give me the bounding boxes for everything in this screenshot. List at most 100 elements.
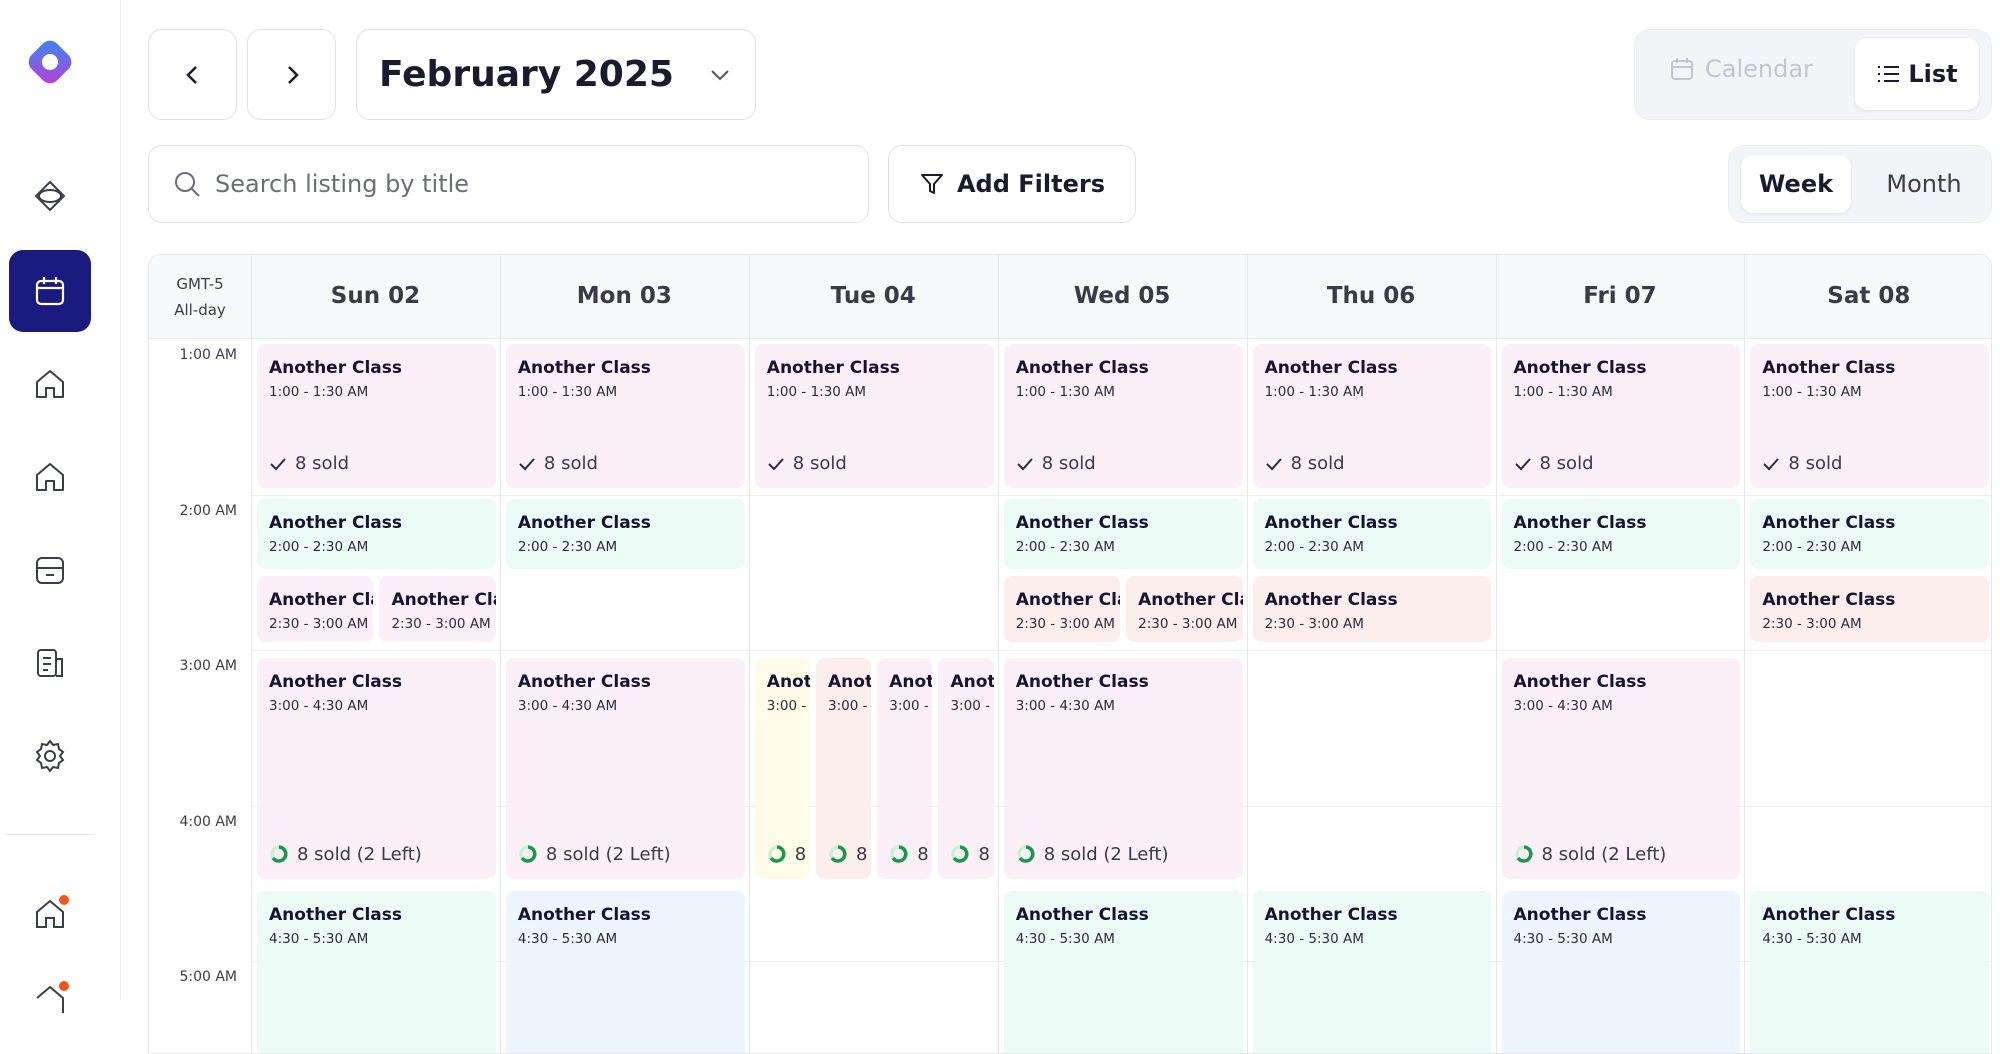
event-card[interactable]: Another Class 3:00 - 4:30 AM 8 sold (2 Lef… — [816, 657, 872, 879]
event-sold: 8 sold — [1514, 453, 1594, 474]
event-card[interactable]: Another Class 1:00 - 1:30 AM 8 sold — [257, 343, 496, 489]
sold-label: 8 sold (2 Left) — [1541, 843, 1667, 865]
event-card[interactable]: Another Class 2:00 - 2:30 AM — [505, 499, 745, 570]
sold-label: 8 sold (2 Left) — [917, 843, 932, 865]
event-card[interactable]: Another Class 3:00 - 4:30 AM 8 sold (2 Lef… — [877, 657, 933, 879]
nav-notify[interactable] — [32, 894, 72, 934]
event-title: Another Class — [269, 513, 403, 534]
event-card[interactable]: Another Class 3:00 - 4:30 AM 8 sold (2 Lef… — [257, 657, 496, 879]
event-sold: 8 sold — [1016, 453, 1096, 474]
event-card[interactable]: Another Class 3:00 - 4:30 AM 8 sold (2 Lef… — [505, 657, 745, 879]
event-card[interactable]: Another Class 3:00 - 4:30 AM 8 sold (2 Lef… — [938, 657, 994, 879]
event-time: 3:00 - 4:30 AM — [269, 697, 369, 714]
column-line — [1744, 255, 1746, 1053]
event-sold: 8 sold (2 Left) — [767, 844, 810, 865]
event-card[interactable]: Another Class 4:30 - 5:30 AM — [1501, 891, 1741, 1053]
event-card[interactable]: Another Class 3:00 - 4:30 AM 8 sold (2 Lef… — [1003, 657, 1243, 879]
event-card[interactable]: Another Class 4:30 - 5:30 AM — [1003, 891, 1243, 1053]
event-card[interactable]: Another Class 1:00 - 1:30 AM 8 sold — [754, 343, 994, 489]
time-label: 4:00 AM — [179, 813, 237, 830]
event-card[interactable]: Another Class 2:30 - 3:00 AM — [257, 575, 374, 643]
month-select[interactable]: February 2025 — [356, 29, 756, 120]
sidebar — [0, 0, 121, 1013]
event-card[interactable]: Another Class 4:30 - 5:30 AM — [257, 891, 496, 1053]
sidebar-divider — [6, 834, 94, 835]
event-time: 3:00 - 4:30 AM — [828, 697, 871, 714]
column-line — [748, 255, 750, 1053]
day-header: Mon 03 — [576, 283, 672, 309]
event-card[interactable]: Another Class 2:00 - 2:30 AM — [1750, 499, 1990, 570]
prev-button[interactable] — [148, 29, 237, 120]
day-header: Fri 07 — [1583, 283, 1657, 309]
month-button[interactable]: Month — [1869, 155, 1979, 213]
event-card[interactable]: Another Class 2:30 - 3:00 AM — [1750, 575, 1990, 643]
event-card[interactable]: Another Class 2:30 - 3:00 AM — [1126, 575, 1243, 643]
range-label: Week — [1758, 170, 1834, 198]
event-time: 2:00 - 2:30 AM — [1513, 539, 1613, 556]
week-grid: GMT-5 All-day 1:00 AM 2:00 AM 3:00 AM 4:00 … — [148, 254, 1992, 1054]
nav-calendar-active[interactable] — [9, 250, 91, 332]
week-button[interactable]: Week — [1741, 155, 1851, 213]
event-time: 2:00 - 2:30 AM — [269, 539, 369, 556]
event-card[interactable]: Another Class 4:30 - 5:30 AM — [1750, 891, 1990, 1053]
event-title: Another Class — [766, 671, 810, 692]
nav-notify-2[interactable] — [32, 980, 72, 1020]
event-card[interactable]: Another Class 1:00 - 1:30 AM 8 sold — [505, 343, 745, 489]
sold-label: 8 sold (2 Left) — [297, 843, 422, 865]
event-time: 2:00 - 2:30 AM — [517, 539, 618, 556]
event-card[interactable]: Another Class 4:30 - 5:30 AM — [505, 891, 745, 1053]
logo[interactable] — [20, 32, 80, 92]
event-card[interactable]: Another Class 2:00 - 2:30 AM — [1252, 499, 1492, 570]
timezone: GMT-5 — [176, 275, 224, 293]
event-title: Another Class — [1513, 357, 1647, 378]
day-header: Thu 06 — [1326, 283, 1416, 309]
event-time: 4:30 - 5:30 AM — [269, 931, 369, 948]
event-card[interactable]: Another Class 4:30 - 5:30 AM — [1252, 891, 1492, 1053]
event-title: Another Class — [1513, 513, 1647, 534]
nav-settings[interactable] — [32, 738, 68, 774]
calendar-view[interactable]: Calendar — [1669, 55, 1813, 83]
event-title: Another Class — [269, 671, 403, 692]
event-time: 3:00 - 4:30 AM — [1513, 697, 1613, 714]
event-card[interactable]: Another Class 1:00 - 1:30 AM 8 sold — [1750, 343, 1990, 489]
event-card[interactable]: Another Class 1:00 - 1:30 AM 8 sold — [1252, 343, 1492, 489]
event-card[interactable]: Another Class 2:30 - 3:00 AM — [1252, 575, 1492, 643]
next-button[interactable] — [247, 29, 336, 120]
timezone-cell: GMT-5 All-day — [149, 271, 251, 323]
hour-line — [251, 650, 1991, 652]
event-card[interactable]: Another Class 1:00 - 1:30 AM 8 sold — [1003, 343, 1243, 489]
event-card[interactable]: Another Class 2:30 - 3:00 AM — [379, 575, 496, 643]
sold-label: 8 sold (2 Left) — [856, 843, 871, 865]
event-sold: 8 sold — [269, 453, 349, 474]
list-view[interactable]: List — [1855, 38, 1979, 110]
event-time: 3:00 - 4:30 AM — [766, 697, 810, 714]
day-header: Tue 04 — [830, 283, 916, 309]
event-sold: 8 sold (2 Left) — [1016, 844, 1168, 865]
event-time: 3:00 - 4:30 AM — [889, 697, 932, 714]
event-time: 1:00 - 1:30 AM — [1015, 383, 1115, 400]
event-card[interactable]: Another Class 2:00 - 2:30 AM — [1501, 499, 1741, 570]
event-card[interactable]: Another Class 3:00 - 4:30 AM 8 sold (2 Lef… — [754, 657, 811, 879]
event-title: Another Class — [517, 357, 651, 378]
nav-explore[interactable] — [32, 178, 68, 214]
event-title: Another Class — [1513, 671, 1647, 692]
event-card[interactable]: Another Class 2:00 - 2:30 AM — [257, 499, 496, 570]
event-card[interactable]: Another Class 1:00 - 1:30 AM 8 sold — [1501, 343, 1741, 489]
nav-store[interactable] — [32, 552, 68, 588]
nav-reports[interactable] — [32, 645, 68, 681]
event-time: 2:30 - 3:00 AM — [1264, 615, 1364, 632]
event-card[interactable]: Another Class 3:00 - 4:30 AM 8 sold (2 Lef… — [1501, 657, 1741, 879]
event-title: Another Class — [1264, 513, 1398, 534]
event-time: 2:30 - 3:00 AM — [391, 615, 491, 632]
event-card[interactable]: Another Class 2:30 - 3:00 AM — [1003, 575, 1121, 643]
all-day: All-day — [174, 301, 226, 319]
search-box[interactable]: Search listing by title — [148, 145, 869, 223]
event-card[interactable]: Another Class 2:00 - 2:30 AM — [1003, 499, 1243, 570]
nav-home[interactable] — [32, 366, 68, 402]
nav-home-2[interactable] — [32, 459, 68, 495]
event-time: 2:30 - 3:00 AM — [269, 615, 369, 632]
event-sold: 8 sold — [518, 453, 598, 474]
filters-button[interactable]: Add Filters — [888, 145, 1136, 223]
event-title: Another Class — [1762, 357, 1896, 378]
range-toggle: Week Month — [1728, 145, 1992, 223]
